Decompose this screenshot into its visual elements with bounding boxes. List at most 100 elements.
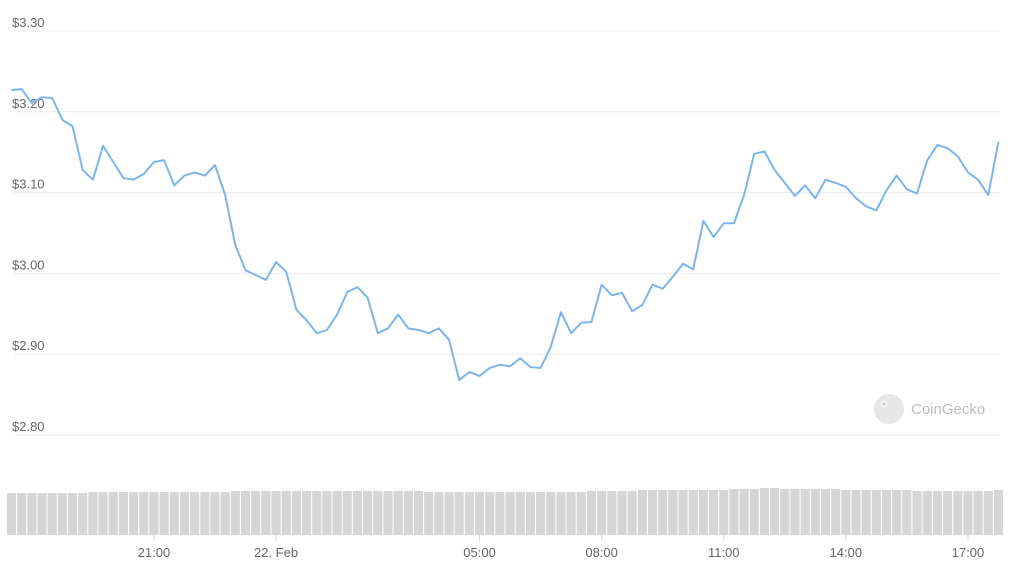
volume-bar bbox=[943, 491, 953, 535]
volume-bar bbox=[78, 493, 88, 535]
volume-bar bbox=[302, 491, 312, 535]
y-tick-label: $2.90 bbox=[12, 338, 45, 353]
volume-bar bbox=[749, 489, 759, 535]
volume-bar bbox=[220, 492, 230, 535]
x-tick-label: 05:00 bbox=[463, 545, 496, 560]
x-tick-label: 21:00 bbox=[138, 545, 171, 560]
volume-bar bbox=[566, 492, 576, 535]
volume-bar bbox=[688, 490, 698, 535]
volume-bar bbox=[576, 492, 586, 535]
volume-bar bbox=[98, 492, 108, 535]
volume-bar bbox=[291, 491, 301, 535]
volume-bar bbox=[790, 489, 800, 535]
x-tick-label: 22. Feb bbox=[254, 545, 298, 560]
volume-bar bbox=[281, 491, 291, 535]
volume-bar bbox=[403, 491, 413, 535]
volume-bar bbox=[617, 491, 627, 535]
volume-bar bbox=[230, 491, 240, 535]
volume-bar bbox=[434, 492, 444, 535]
volume-bar bbox=[363, 491, 373, 535]
volume-bar bbox=[658, 490, 668, 535]
volume-bar bbox=[759, 488, 769, 535]
volume-bar bbox=[739, 489, 749, 535]
volume-bar bbox=[881, 490, 892, 535]
volume-bar bbox=[973, 491, 983, 535]
volume-bar bbox=[251, 491, 261, 535]
volume-bar bbox=[129, 492, 139, 535]
volume-bar bbox=[709, 490, 719, 535]
volume-bar bbox=[68, 493, 78, 535]
volume-bar bbox=[240, 491, 251, 535]
volume-bar bbox=[820, 489, 831, 535]
volume-bar bbox=[342, 491, 352, 535]
volume-bar bbox=[271, 491, 281, 535]
volume-bar bbox=[668, 490, 678, 535]
volume-bar bbox=[190, 492, 200, 535]
watermark: CoinGecko bbox=[911, 401, 985, 418]
volume-bar bbox=[424, 492, 434, 535]
volume-bar bbox=[546, 492, 556, 535]
volume-bar bbox=[902, 490, 912, 535]
volume-bar bbox=[88, 492, 98, 535]
price-line bbox=[11, 88, 1000, 382]
volume-bar bbox=[179, 492, 190, 535]
volume-bar bbox=[607, 491, 617, 535]
volume-bar bbox=[261, 491, 271, 535]
y-tick-label: $3.00 bbox=[12, 257, 45, 272]
volume-bar bbox=[922, 491, 932, 535]
volume-bar bbox=[210, 492, 220, 535]
volume-bar bbox=[647, 490, 658, 535]
volume-bar bbox=[810, 489, 820, 535]
volume-bar bbox=[831, 489, 841, 535]
volume-bar bbox=[373, 491, 383, 535]
volume-bar bbox=[871, 490, 881, 535]
volume-bar bbox=[515, 492, 525, 535]
volume-bar bbox=[597, 491, 607, 535]
volume-bar bbox=[851, 490, 861, 535]
volume-bar bbox=[637, 490, 647, 535]
volume-bar bbox=[17, 493, 27, 535]
volume-bar bbox=[383, 491, 393, 535]
x-tick-label: 11:00 bbox=[708, 545, 740, 560]
volume-bar bbox=[912, 491, 922, 535]
volume-bar bbox=[505, 492, 515, 535]
volume-bar bbox=[6, 493, 17, 535]
volume-bar bbox=[892, 490, 902, 535]
volume-bar bbox=[332, 491, 342, 535]
volume-bar bbox=[556, 492, 566, 535]
volume-bar bbox=[586, 491, 597, 535]
volume-bar bbox=[729, 489, 739, 535]
volume-bar bbox=[27, 493, 37, 535]
volume-bar bbox=[719, 490, 729, 535]
volume-bar bbox=[770, 488, 780, 535]
x-tick-label: 17:00 bbox=[952, 545, 985, 560]
volume-bar bbox=[627, 491, 637, 535]
volume-bar bbox=[993, 490, 1004, 535]
y-tick-label: $2.80 bbox=[12, 419, 45, 434]
volume-bar bbox=[841, 490, 851, 535]
volume-bar bbox=[118, 492, 128, 535]
x-tick-label: 14:00 bbox=[830, 545, 863, 560]
volume-bar bbox=[678, 490, 688, 535]
volume-bar bbox=[536, 492, 546, 535]
volume-bar bbox=[698, 490, 708, 535]
volume-bar bbox=[108, 492, 118, 535]
y-tick-label: $3.30 bbox=[12, 15, 45, 30]
volume-bar bbox=[464, 492, 474, 535]
volume-bar bbox=[352, 491, 362, 535]
volume-bar bbox=[444, 492, 454, 535]
y-tick-label: $3.10 bbox=[12, 177, 45, 192]
volume-bar bbox=[393, 491, 403, 535]
volume-bar bbox=[525, 492, 535, 535]
volume-bar bbox=[139, 492, 149, 535]
x-tick-label: 08:00 bbox=[585, 545, 618, 560]
volume-bar bbox=[932, 491, 942, 535]
volume-bar bbox=[37, 493, 47, 535]
volume-bar bbox=[47, 493, 57, 535]
volume-bar bbox=[312, 491, 322, 535]
volume-bar bbox=[200, 492, 210, 535]
volume-bar bbox=[800, 489, 810, 535]
volume-bar bbox=[495, 492, 505, 535]
